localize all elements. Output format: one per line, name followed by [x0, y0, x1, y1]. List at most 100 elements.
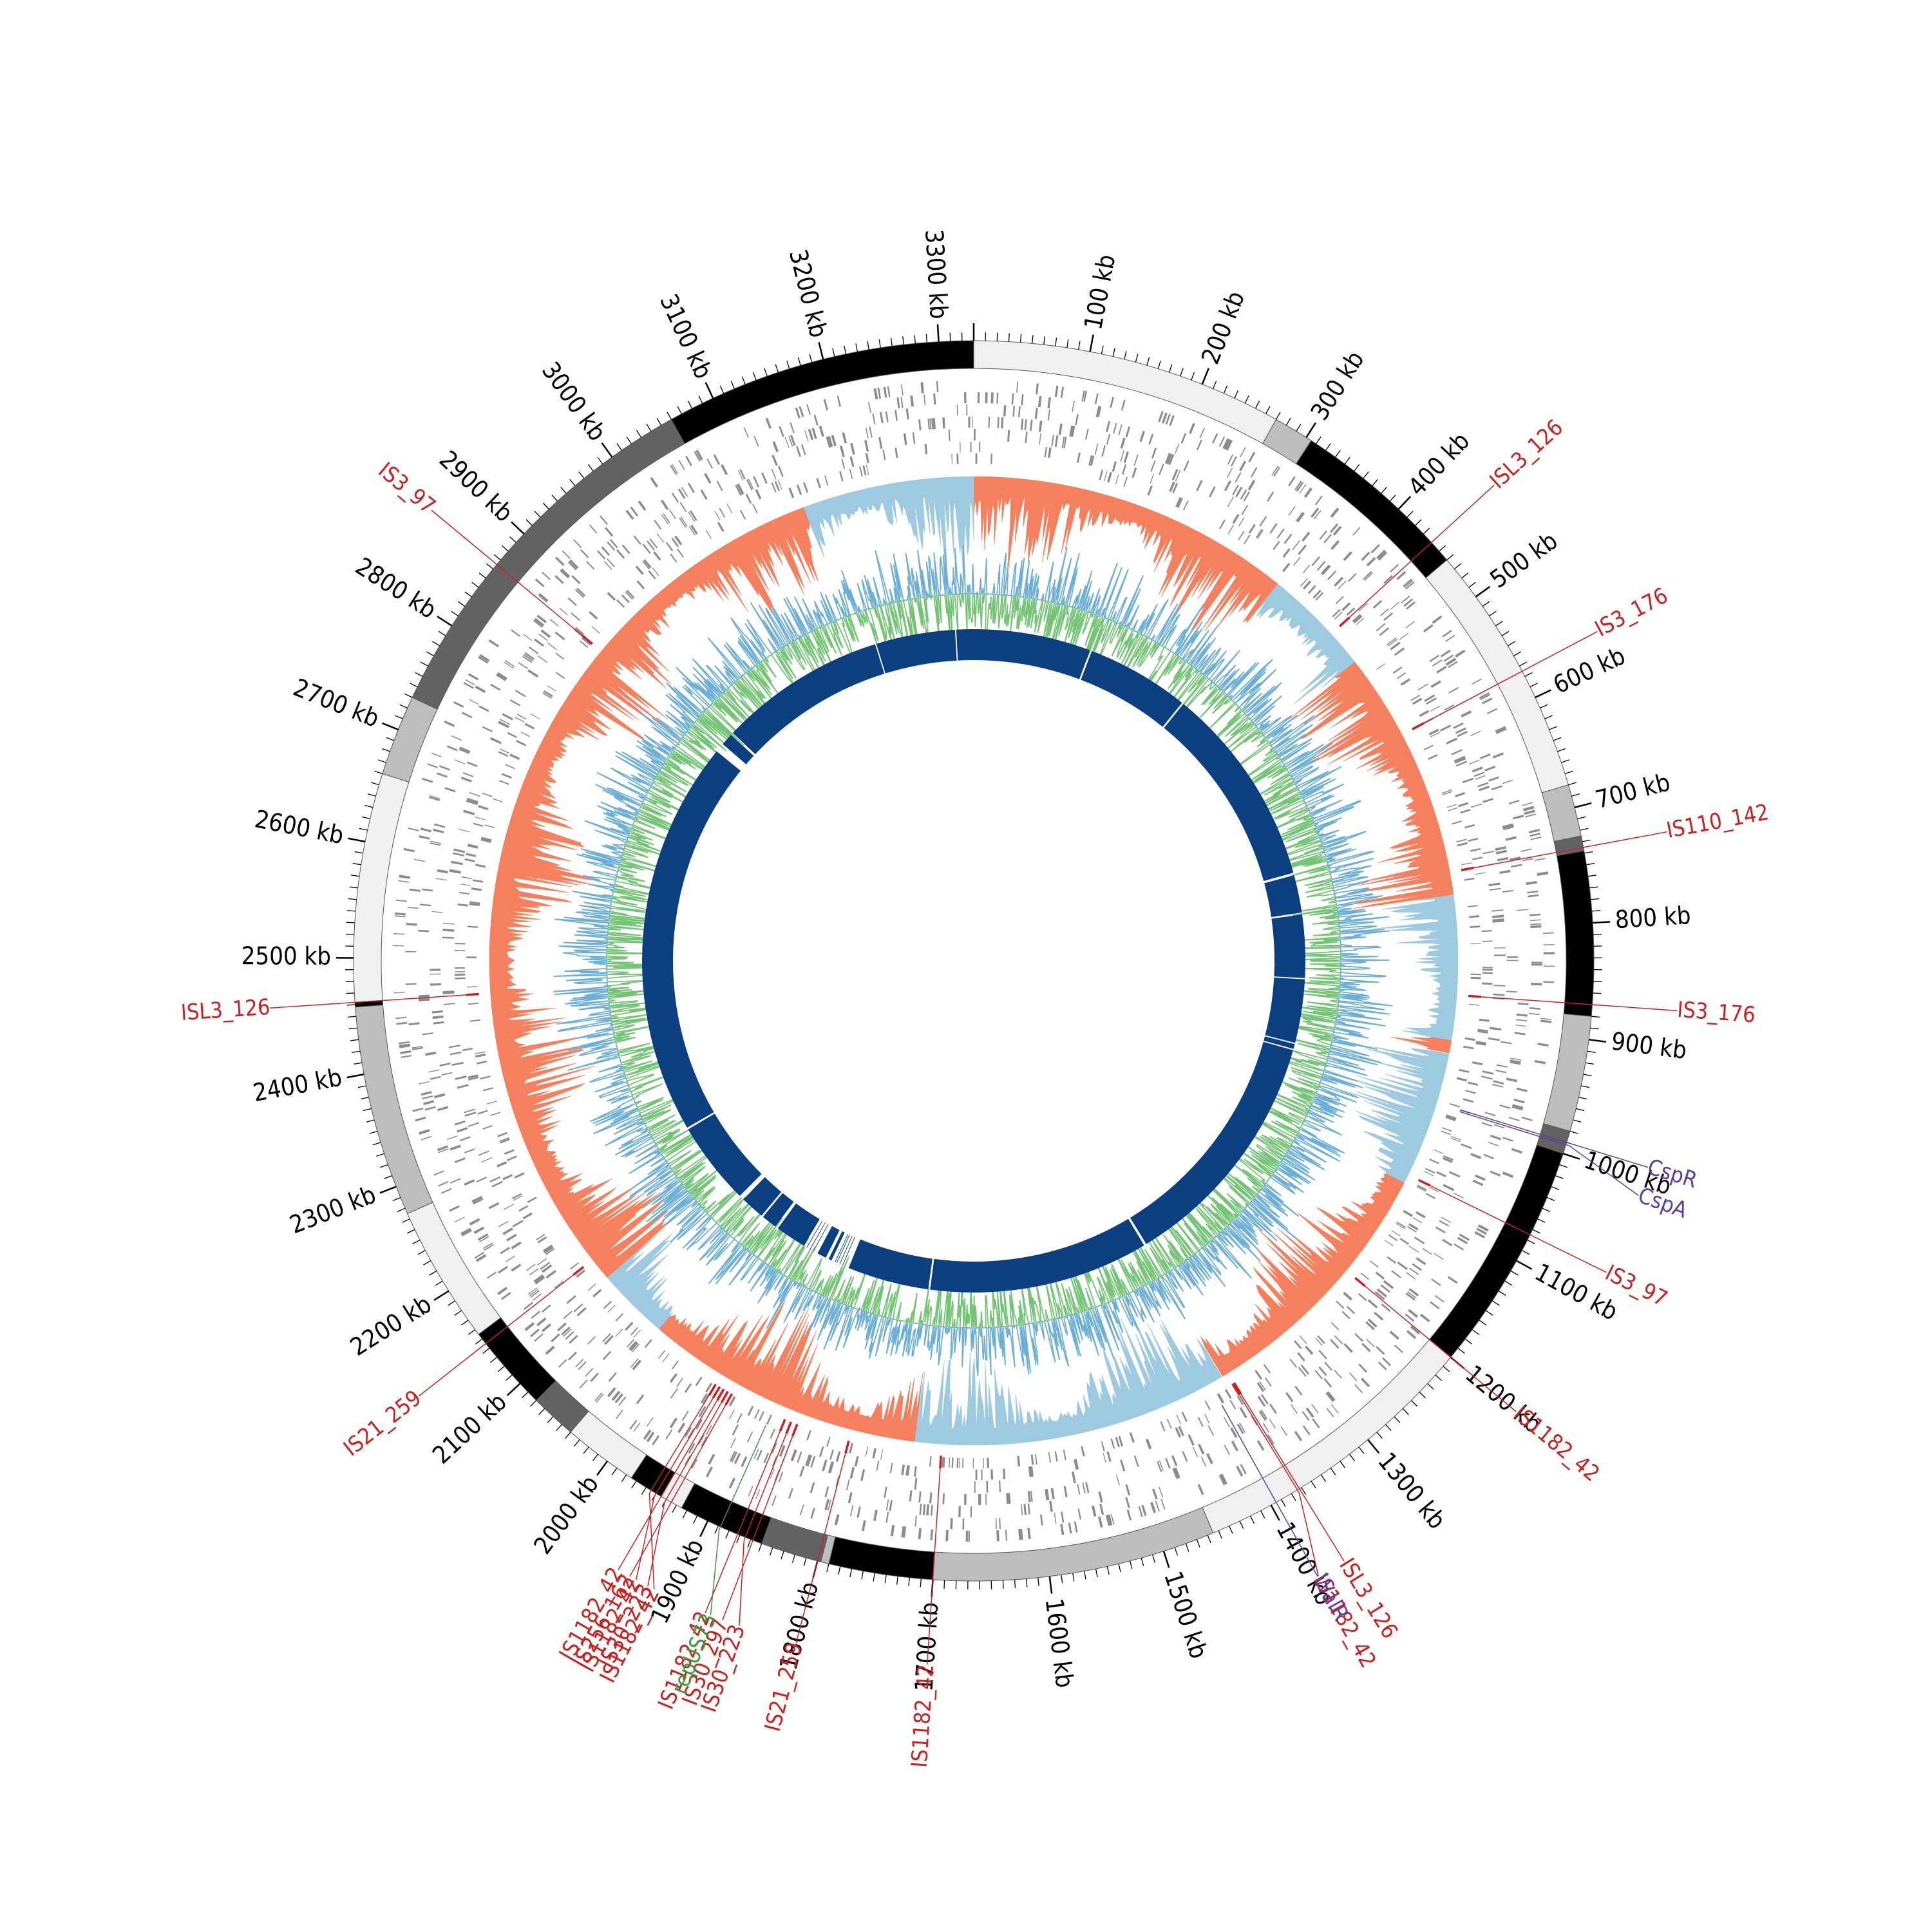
minor-tick [832, 348, 835, 357]
minor-tick [1427, 1383, 1434, 1390]
gene-block [1199, 427, 1206, 439]
gene-block [1468, 1003, 1480, 1006]
gene-block [1319, 530, 1328, 540]
gene-block [563, 1311, 573, 1320]
gene-block [500, 1138, 510, 1144]
gene-block [810, 1455, 816, 1468]
gene-block [1208, 1425, 1215, 1436]
gene-block [658, 1350, 666, 1359]
minor-tick [1479, 1320, 1486, 1325]
gene-block [630, 1327, 639, 1336]
gene-block [1161, 412, 1168, 424]
gene-block [1294, 1385, 1303, 1396]
gene-block [1323, 534, 1332, 544]
gene-block [1039, 433, 1041, 445]
gene-block [705, 1425, 712, 1435]
gene-block [480, 1075, 491, 1080]
gene-block [876, 1460, 880, 1471]
gene-block [1030, 1466, 1034, 1477]
gene-block [453, 848, 466, 853]
homology-fragment [806, 1220, 823, 1248]
gene-block [929, 1492, 933, 1504]
major-tick [379, 1186, 397, 1194]
minor-tick [626, 436, 632, 444]
minor-tick [384, 1175, 392, 1179]
gene-marker [939, 1455, 942, 1469]
gene-block [469, 1019, 480, 1022]
gene-block [1410, 694, 1421, 701]
gene-block [533, 1274, 544, 1283]
gene-block [1115, 474, 1119, 485]
gene-block [537, 1236, 547, 1244]
minor-tick [1439, 545, 1446, 552]
gene-block [1444, 704, 1455, 711]
feature-pointer [1481, 996, 1596, 1006]
minor-tick [616, 443, 622, 451]
gene-block [615, 1312, 624, 1321]
gene-block [1110, 1438, 1115, 1449]
gene-block [1085, 1482, 1090, 1493]
gene-block [1383, 1280, 1394, 1289]
gene-block [1125, 1484, 1131, 1495]
gene-block [942, 1457, 943, 1468]
gene-block [490, 683, 501, 691]
gene-block [1446, 804, 1457, 808]
scale-tick-label: 3000 kb [536, 357, 612, 446]
gene-block [663, 513, 670, 524]
gene-block [1460, 808, 1471, 814]
homology-fragment [810, 1222, 826, 1250]
gene-block [1512, 815, 1524, 820]
gene-block [471, 887, 482, 891]
gene-block [958, 1506, 961, 1517]
feature-leader [1298, 1492, 1319, 1577]
gene-block [1238, 517, 1245, 527]
gene-block [451, 1061, 464, 1066]
gene-block [1120, 1459, 1126, 1472]
gene-block [464, 1179, 475, 1186]
gene-block [482, 1125, 493, 1130]
gene-block [1107, 471, 1112, 483]
gene-block [534, 638, 544, 647]
feature-pointer [659, 1399, 718, 1500]
gene-block [1429, 1159, 1439, 1164]
gene-block [1481, 697, 1493, 705]
gene-marker [573, 1265, 585, 1276]
gene-block [761, 472, 768, 484]
gene-block [527, 1197, 537, 1204]
gene-block [1517, 909, 1528, 911]
gene-block [1493, 954, 1506, 956]
gene-block [1160, 1421, 1166, 1432]
gene-block [555, 672, 565, 679]
gene-block [576, 1307, 587, 1317]
gene-marker [724, 1393, 733, 1406]
gene-block [647, 540, 655, 551]
gene-block [475, 1053, 486, 1058]
minor-tick [1381, 486, 1387, 494]
feature-leader [649, 1493, 655, 1590]
gene-block [887, 386, 891, 397]
gene-block [1097, 406, 1102, 418]
minor-tick [719, 385, 724, 394]
gene-block [451, 735, 462, 741]
gene-block [477, 1060, 488, 1065]
gene-block [1406, 1272, 1416, 1280]
gene-block [1240, 447, 1246, 458]
minor-tick [1530, 683, 1538, 688]
gene-block [413, 858, 426, 862]
major-tick [936, 324, 940, 342]
gene-block [1492, 909, 1504, 912]
gene-block [1531, 961, 1542, 964]
gene-block [1446, 737, 1458, 744]
gene-block [1323, 1378, 1332, 1388]
gene-block [1417, 1184, 1427, 1191]
gene-block [1385, 1240, 1394, 1247]
contig-segment [828, 1536, 935, 1580]
major-tick [1574, 802, 1592, 808]
gene-block [580, 549, 589, 558]
gene-block [1530, 832, 1541, 837]
gene-block [1424, 1171, 1434, 1177]
gene-block [1098, 1516, 1103, 1528]
gene-block [638, 500, 647, 511]
gene-block [772, 455, 778, 466]
gene-block [602, 1350, 612, 1360]
